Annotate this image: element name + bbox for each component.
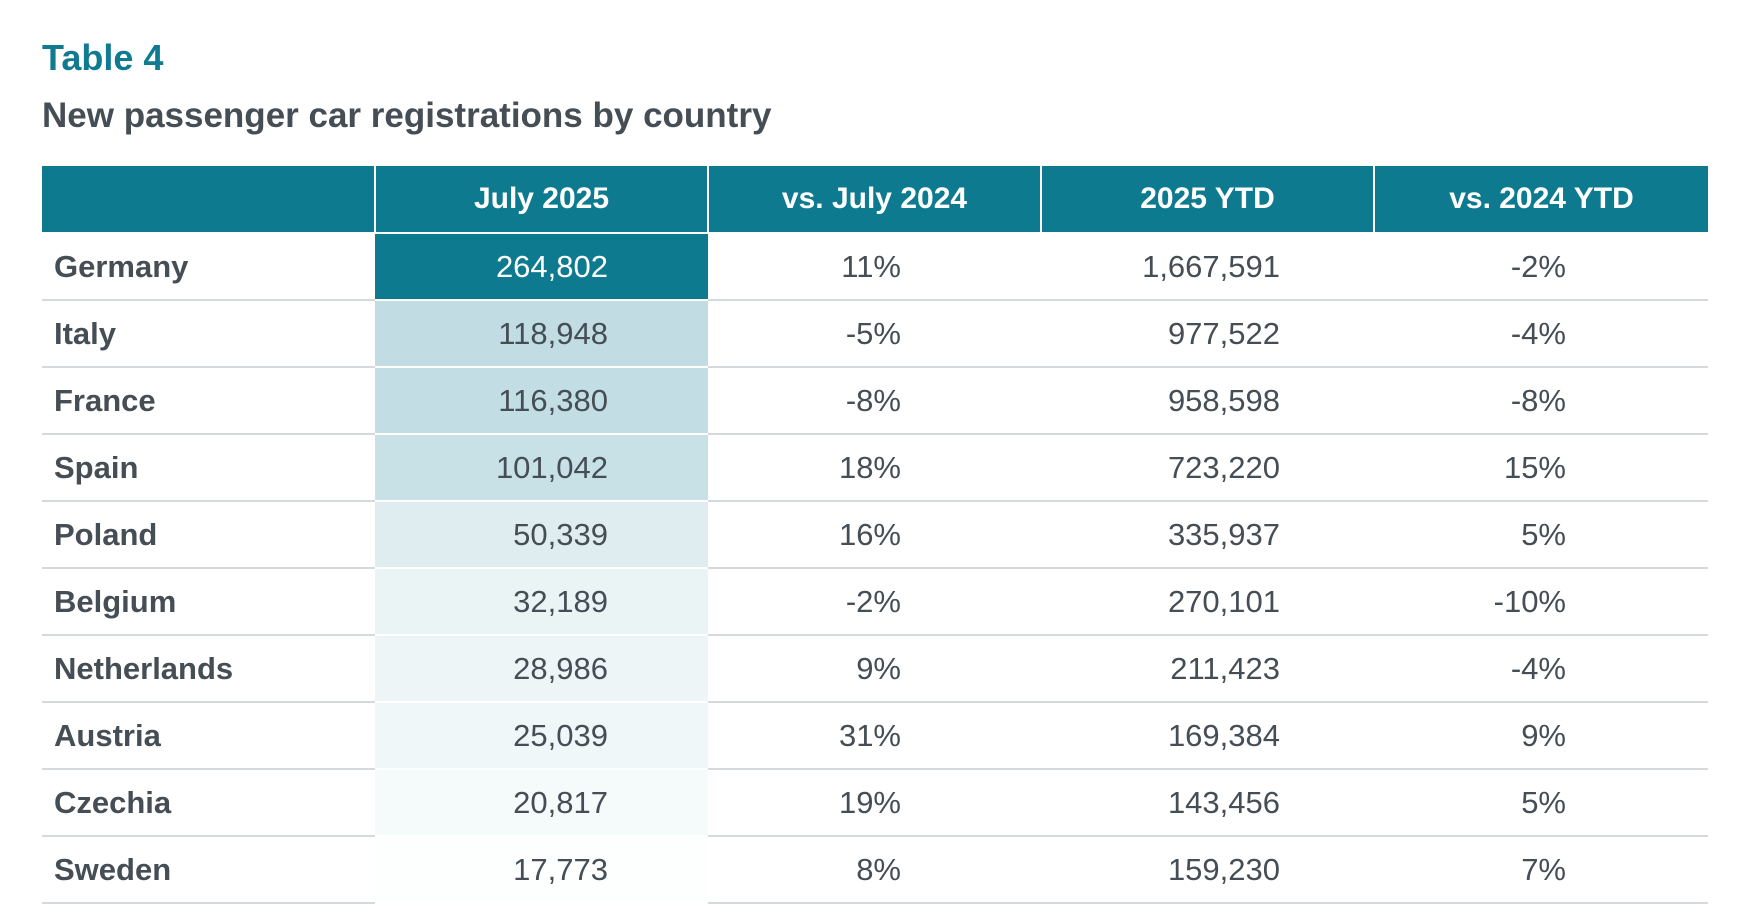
cell-vs-2024-ytd: 5% [1374, 769, 1708, 837]
cell-2025-ytd: 977,522 [1041, 300, 1374, 368]
cell-july-2025: 50,339 [375, 501, 708, 569]
cell-country: Germany [42, 233, 375, 301]
cell-vs-2024-ytd: -8% [1374, 367, 1708, 435]
cell-country: Belgium [42, 568, 375, 636]
cell-vs-july-2024: 18% [708, 434, 1041, 502]
cell-country: Sweden [42, 836, 375, 904]
table-header-row: July 2025 vs. July 2024 2025 YTD vs. 202… [42, 166, 1708, 234]
table-row: Czechia 20,817 19% 143,456 5% [42, 769, 1708, 837]
cell-july-2025: 118,948 [375, 300, 708, 368]
cell-july-2025: 20,817 [375, 769, 708, 837]
cell-july-2025: 25,039 [375, 702, 708, 770]
cell-july-2025: 32,189 [375, 568, 708, 636]
column-header-country [42, 166, 376, 234]
cell-vs-2024-ytd: -4% [1374, 635, 1708, 703]
cell-vs-2024-ytd: 15% [1374, 434, 1708, 502]
cell-country: Czechia [42, 769, 375, 837]
cell-vs-2024-ytd: 7% [1374, 836, 1708, 904]
cell-country: Austria [42, 702, 375, 770]
cell-vs-july-2024: 19% [708, 769, 1041, 837]
cell-vs-july-2024: 11% [708, 233, 1041, 301]
cell-july-2025: 28,986 [375, 635, 708, 703]
table-row: Belgium 32,189 -2% 270,101 -10% [42, 568, 1708, 636]
registrations-table: July 2025 vs. July 2024 2025 YTD vs. 202… [42, 166, 1708, 904]
cell-july-2025: 17,773 [375, 836, 708, 904]
cell-country: Italy [42, 300, 375, 368]
table-row: Austria 25,039 31% 169,384 9% [42, 702, 1708, 770]
cell-vs-july-2024: -5% [708, 300, 1041, 368]
cell-vs-july-2024: 8% [708, 836, 1041, 904]
cell-vs-july-2024: 9% [708, 635, 1041, 703]
table-row: France 116,380 -8% 958,598 -8% [42, 367, 1708, 435]
cell-july-2025: 116,380 [375, 367, 708, 435]
page-title: New passenger car registrations by count… [42, 96, 772, 135]
table-row: Sweden 17,773 8% 159,230 7% [42, 836, 1708, 904]
cell-country: France [42, 367, 375, 435]
cell-vs-2024-ytd: 9% [1374, 702, 1708, 770]
cell-2025-ytd: 335,937 [1041, 501, 1374, 569]
table-row: Netherlands 28,986 9% 211,423 -4% [42, 635, 1708, 703]
cell-july-2025: 101,042 [375, 434, 708, 502]
cell-country: Poland [42, 501, 375, 569]
table-row: Poland 50,339 16% 335,937 5% [42, 501, 1708, 569]
cell-july-2025: 264,802 [375, 233, 708, 301]
cell-country: Netherlands [42, 635, 375, 703]
cell-2025-ytd: 958,598 [1041, 367, 1374, 435]
cell-2025-ytd: 270,101 [1041, 568, 1374, 636]
column-header-july-2025: July 2025 [375, 166, 709, 234]
cell-2025-ytd: 723,220 [1041, 434, 1374, 502]
cell-vs-2024-ytd: -4% [1374, 300, 1708, 368]
cell-vs-july-2024: 31% [708, 702, 1041, 770]
column-header-vs-july-2024: vs. July 2024 [708, 166, 1042, 234]
cell-vs-2024-ytd: -10% [1374, 568, 1708, 636]
cell-2025-ytd: 159,230 [1041, 836, 1374, 904]
table-row: Germany 264,802 11% 1,667,591 -2% [42, 233, 1708, 301]
cell-2025-ytd: 169,384 [1041, 702, 1374, 770]
column-header-2025-ytd: 2025 YTD [1041, 166, 1375, 234]
cell-2025-ytd: 143,456 [1041, 769, 1374, 837]
table-row: Italy 118,948 -5% 977,522 -4% [42, 300, 1708, 368]
cell-vs-july-2024: 16% [708, 501, 1041, 569]
cell-2025-ytd: 1,667,591 [1041, 233, 1374, 301]
table-label: Table 4 [42, 37, 164, 78]
column-header-vs-2024-ytd: vs. 2024 YTD [1374, 166, 1708, 234]
cell-2025-ytd: 211,423 [1041, 635, 1374, 703]
cell-country: Spain [42, 434, 375, 502]
cell-vs-july-2024: -2% [708, 568, 1041, 636]
registrations-table-container: July 2025 vs. July 2024 2025 YTD vs. 202… [42, 166, 1708, 904]
table-row: Spain 101,042 18% 723,220 15% [42, 434, 1708, 502]
cell-vs-july-2024: -8% [708, 367, 1041, 435]
cell-vs-2024-ytd: 5% [1374, 501, 1708, 569]
cell-vs-2024-ytd: -2% [1374, 233, 1708, 301]
